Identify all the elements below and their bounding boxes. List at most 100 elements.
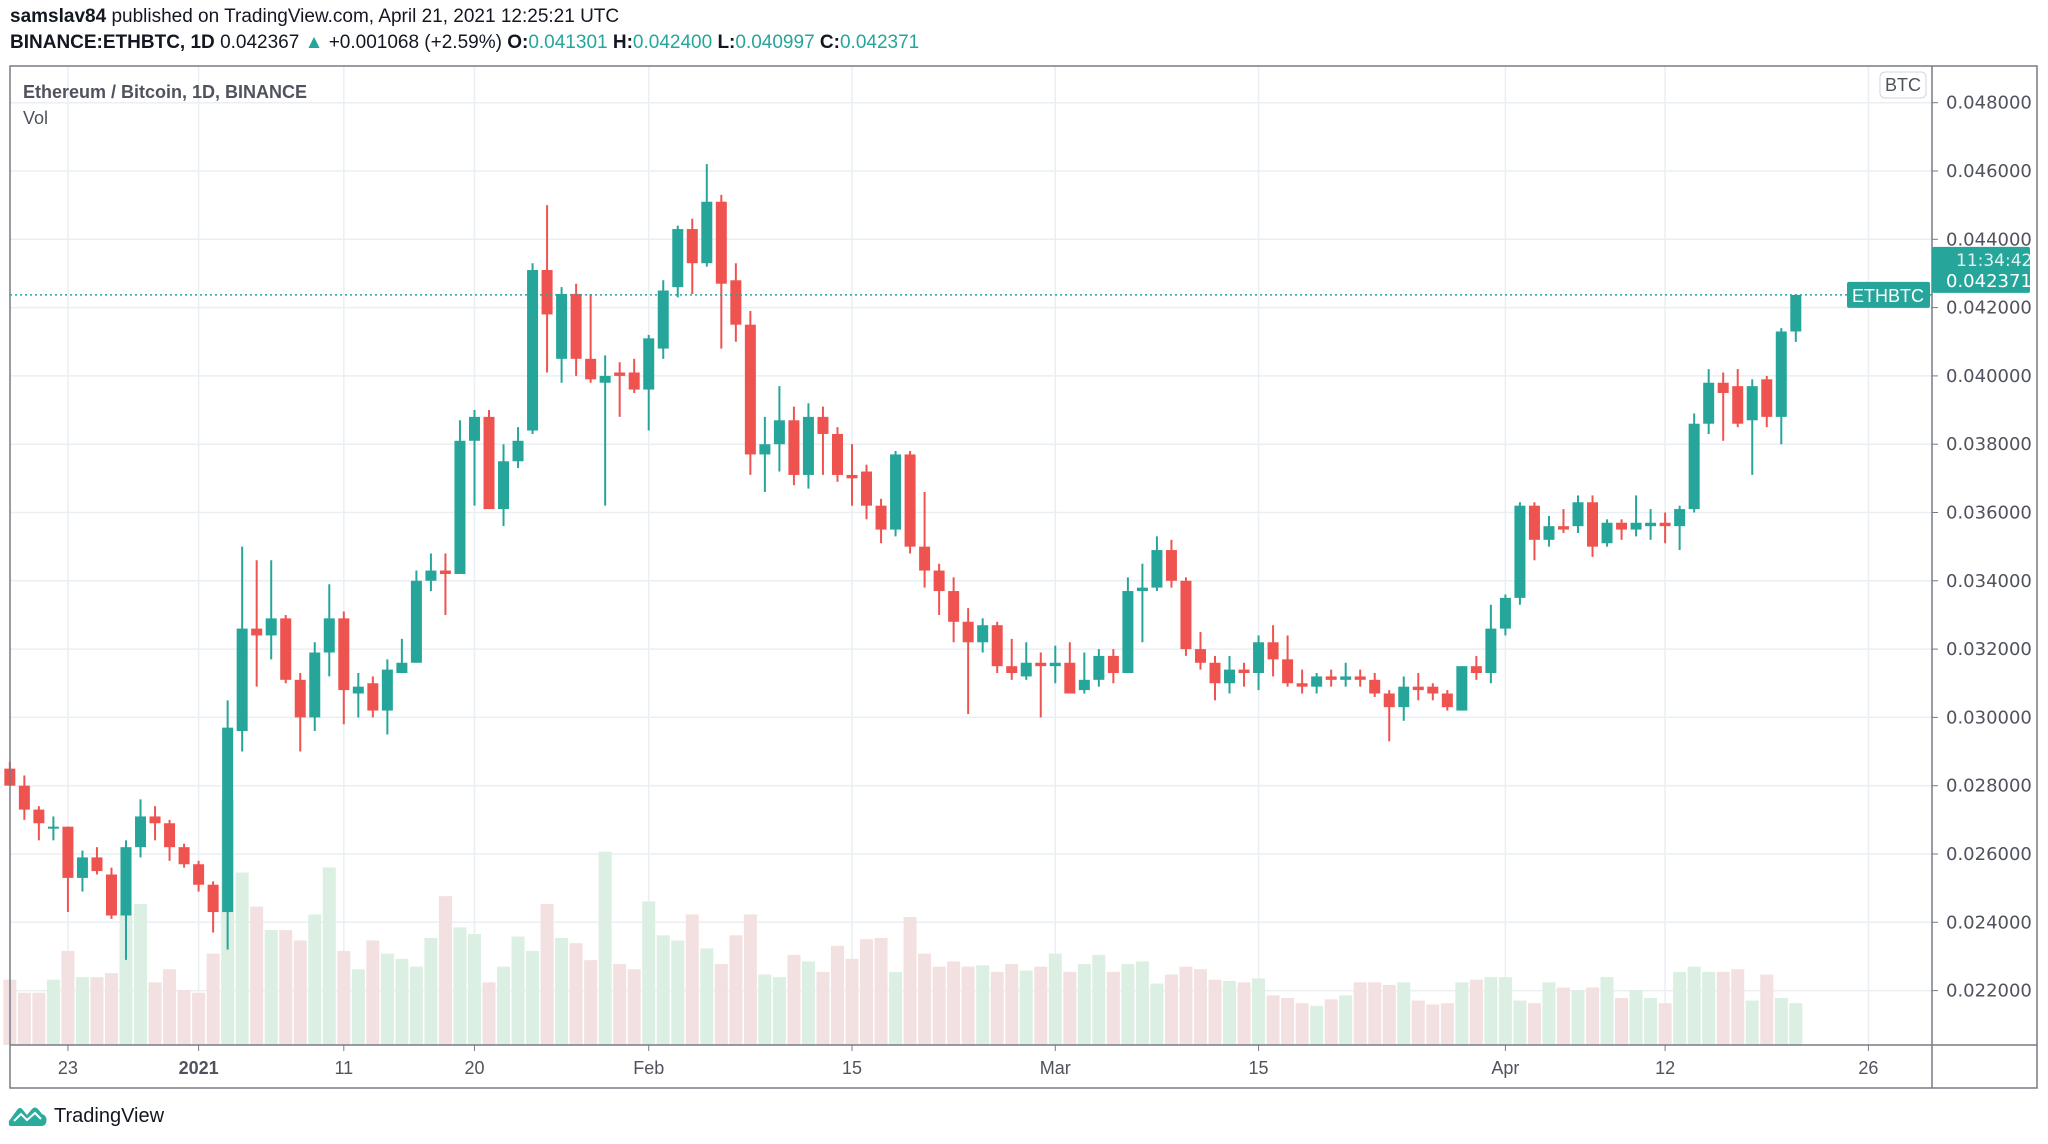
price-tick-label: 0.024000 — [1946, 912, 2032, 933]
volume-bar — [845, 958, 859, 1045]
candle-down — [1180, 580, 1192, 650]
tradingview-logo[interactable]: TradingView — [8, 1104, 164, 1128]
candle-down — [164, 823, 176, 848]
chart-title: Ethereum / Bitcoin, 1D, BINANCE — [23, 82, 307, 102]
candle-down — [1557, 526, 1569, 530]
volume-bar — [1760, 974, 1774, 1045]
candle-down — [1528, 505, 1540, 540]
candle-up — [498, 461, 510, 510]
volume-bar — [758, 974, 772, 1045]
volume-bar — [366, 940, 380, 1045]
candle-down — [91, 857, 103, 872]
candle-up — [657, 290, 669, 349]
volume-bar — [1150, 983, 1164, 1045]
volume-bar — [1266, 995, 1280, 1045]
price-tick-label: 0.026000 — [1946, 844, 2032, 865]
candle-up — [1499, 597, 1511, 629]
time-tick-label: 23 — [58, 1058, 78, 1078]
volume-indicator-label[interactable]: Vol — [23, 108, 48, 128]
candle-up — [1746, 386, 1758, 421]
candle-up — [1543, 526, 1555, 540]
candle-down — [1441, 693, 1453, 708]
candle-up — [512, 440, 524, 462]
volume-bar — [482, 982, 496, 1045]
volume-bar — [1005, 964, 1019, 1045]
volume-bar — [424, 937, 438, 1045]
low-label: L: — [717, 32, 736, 53]
candle-down — [1383, 693, 1395, 708]
candle-up — [773, 420, 785, 445]
volume-bar — [380, 953, 394, 1045]
candle-up — [643, 338, 655, 390]
volume-bar — [395, 958, 409, 1045]
candle-up — [890, 454, 902, 530]
volume-bar — [438, 896, 452, 1045]
candle-up — [236, 628, 248, 732]
candle-down — [861, 471, 873, 506]
candle-down — [1470, 666, 1482, 674]
candle-up — [1224, 669, 1236, 684]
candle-down — [1325, 676, 1337, 680]
candle-down — [338, 618, 350, 691]
candle-up — [309, 652, 321, 718]
candle-down — [439, 570, 451, 574]
volume-bar — [1193, 969, 1207, 1045]
candle-up — [527, 270, 539, 431]
candle-up — [1078, 679, 1090, 691]
volume-bar — [497, 966, 511, 1045]
high-label: H: — [612, 32, 633, 53]
volume-bar — [787, 954, 801, 1045]
candle-up — [47, 826, 59, 829]
candle-down — [904, 454, 916, 547]
candle-down — [1354, 676, 1366, 680]
candle-down — [1616, 522, 1628, 530]
price-tick-label: 0.042000 — [1946, 298, 2032, 319]
volume-bar — [177, 990, 191, 1045]
volume-bar — [1513, 1000, 1527, 1045]
volume-bar — [467, 933, 481, 1045]
price-change: +0.001068 (+2.59%) — [328, 32, 502, 53]
volume-bar — [729, 935, 743, 1045]
volume-bar — [526, 950, 540, 1045]
currency-badge[interactable] — [1879, 71, 1927, 99]
price-tick-label: 0.034000 — [1946, 571, 2032, 592]
volume-bar — [279, 930, 293, 1045]
volume-bar — [206, 953, 220, 1045]
candle-up — [454, 440, 466, 574]
open-label: O: — [507, 32, 529, 53]
candle-down — [1107, 655, 1119, 674]
candle-down — [570, 293, 582, 359]
volume-bar — [453, 927, 467, 1045]
volume-bar — [337, 950, 351, 1045]
candle-down — [1165, 550, 1177, 581]
candle-up — [1253, 642, 1265, 674]
volume-bar — [656, 935, 670, 1045]
candle-down — [149, 816, 161, 824]
volume-bar — [990, 971, 1004, 1045]
volume-bar — [1658, 1003, 1672, 1045]
candle-up — [672, 229, 684, 288]
volume-bar — [1339, 995, 1353, 1045]
last-price-box — [1932, 246, 2030, 293]
volume-bar — [32, 992, 46, 1045]
volume-bar — [351, 969, 365, 1045]
bar-countdown: 11:34:42 — [1956, 251, 2032, 271]
volume-bar — [1223, 981, 1237, 1045]
volume-bar — [1368, 982, 1382, 1045]
candle-down — [18, 785, 30, 810]
publisher-name[interactable]: samslav84 — [10, 6, 107, 27]
candle-down — [686, 229, 698, 264]
candle-up — [222, 727, 234, 913]
price-tick-label: 0.048000 — [1946, 93, 2032, 114]
candle-down — [817, 416, 829, 434]
volume-bar — [250, 906, 264, 1045]
volume-bar — [1179, 966, 1193, 1045]
volume-bar — [627, 969, 641, 1045]
volume-bar — [1586, 987, 1600, 1045]
volume-bar — [1106, 971, 1120, 1045]
volume-bar — [1745, 1000, 1759, 1045]
volume-bar — [613, 964, 627, 1045]
volume-bar — [555, 937, 569, 1045]
volume-bar — [1208, 979, 1222, 1045]
